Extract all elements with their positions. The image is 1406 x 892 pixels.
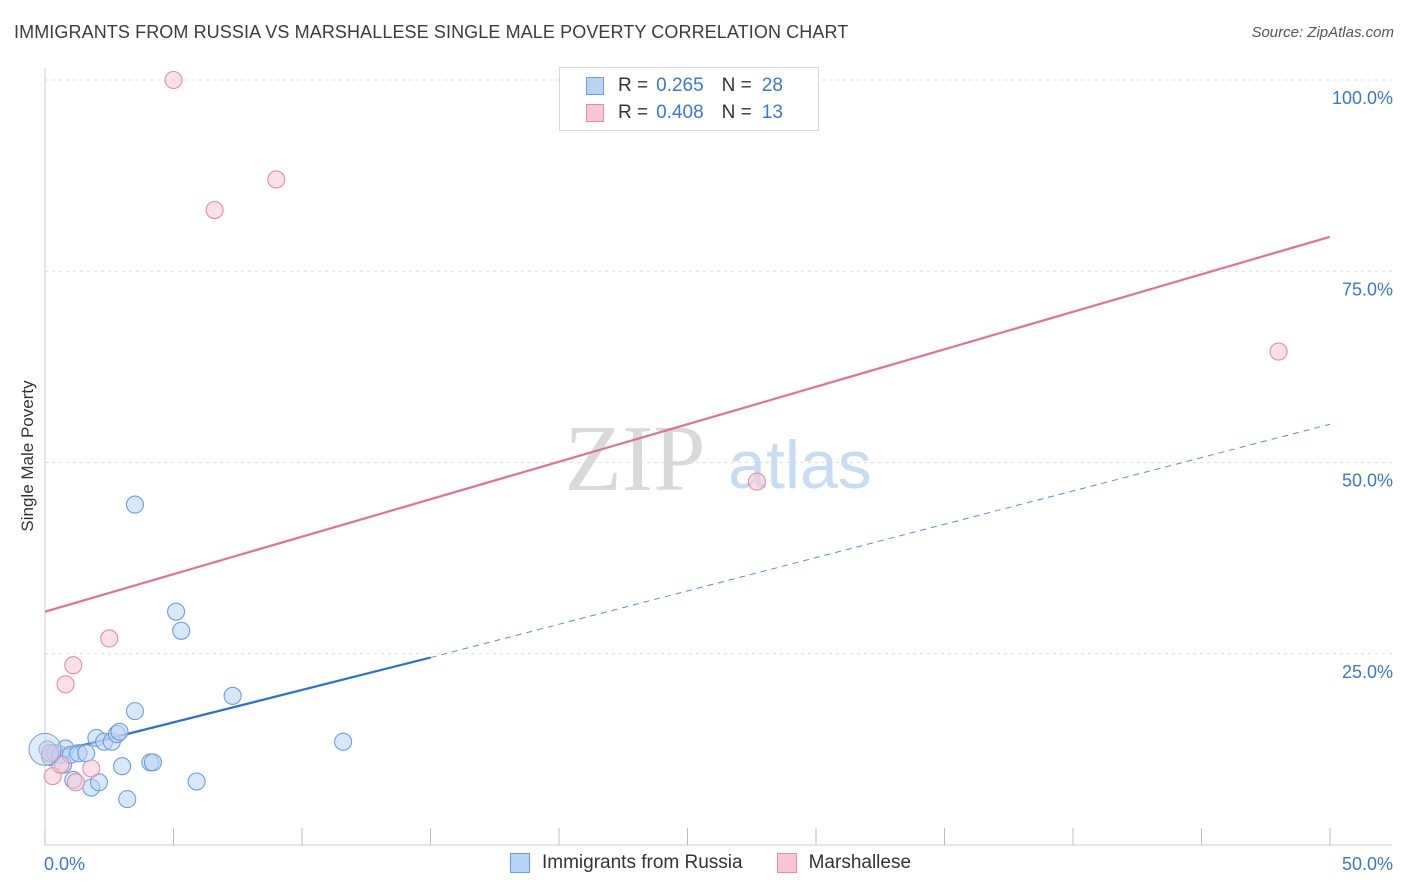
legend-row-marshallese: R = 0.408 N = 13 — [586, 101, 783, 125]
tick-labels: 100.0% 75.0% 50.0% 25.0% 0.0% 50.0% — [44, 88, 1393, 874]
legend-row-russia: R = 0.265 N = 28 — [586, 74, 783, 98]
gridlines — [45, 79, 1392, 655]
legend-n-value: 28 — [761, 75, 783, 96]
series-legend: Immigrants from Russia Marshallese — [510, 852, 945, 874]
stats-legend: R = 0.265 N = 28 R = 0.408 N = 13 — [559, 67, 819, 131]
data-point-russia — [125, 702, 144, 721]
legend-item-marshallese[interactable]: Marshallese — [776, 852, 912, 874]
data-point-marshallese — [66, 773, 85, 792]
data-point-russia — [167, 602, 186, 621]
data-point-russia — [187, 772, 206, 791]
legend-label-russia: Immigrants from Russia — [542, 852, 743, 873]
legend-swatch-marshallese — [586, 104, 604, 122]
data-point-russia — [172, 621, 191, 640]
watermark-atlas: atlas — [728, 427, 872, 503]
legend-r-label: R = — [618, 102, 649, 123]
legend-r-value: 0.408 — [656, 102, 704, 123]
legend-swatch-russia — [510, 853, 530, 873]
data-point-marshallese — [64, 656, 83, 675]
x-tick-label: 0.0% — [44, 854, 85, 874]
data-point-russia — [118, 790, 137, 809]
data-point-marshallese — [164, 70, 183, 90]
y-tick-label: 25.0% — [1342, 662, 1393, 682]
legend-label-marshallese: Marshallese — [808, 852, 912, 873]
data-point-marshallese — [1269, 342, 1288, 361]
data-point-russia — [77, 744, 96, 763]
data-point-marshallese — [100, 629, 119, 648]
legend-item-russia[interactable]: Immigrants from Russia — [510, 852, 743, 874]
legend-n-label: N = — [721, 75, 752, 96]
data-point-russia — [223, 686, 242, 705]
legend-swatch-russia — [586, 77, 604, 95]
trend-line-russia-extension — [430, 423, 1331, 659]
data-point-marshallese — [267, 170, 286, 189]
axes — [44, 68, 1392, 846]
y-tick-label: 75.0% — [1342, 279, 1393, 299]
data-point-marshallese — [56, 675, 75, 694]
data-point-marshallese — [41, 744, 60, 763]
data-points — [28, 70, 1288, 809]
data-point-russia — [125, 495, 144, 514]
data-point-russia — [89, 773, 109, 792]
legend-swatch-marshallese — [776, 853, 797, 873]
data-point-marshallese — [747, 472, 766, 491]
data-point-russia-cluster — [28, 732, 62, 766]
legend-n-value: 13 — [761, 102, 783, 123]
y-tick-label: 100.0% — [1332, 88, 1393, 108]
chart-title: IMMIGRANTS FROM RUSSIA VS MARSHALLESE SI… — [14, 22, 849, 42]
legend-n-label: N = — [721, 102, 752, 123]
data-point-marshallese — [82, 759, 101, 778]
legend-r-label: R = — [618, 75, 649, 96]
data-point-russia — [143, 753, 162, 772]
source-label[interactable]: Source: ZipAtlas.com — [1251, 24, 1394, 41]
data-point-russia — [334, 732, 353, 751]
data-point-russia — [110, 722, 129, 741]
data-point-marshallese — [205, 201, 224, 220]
legend-r-value: 0.265 — [656, 75, 704, 96]
data-point-russia — [113, 757, 132, 776]
watermark-zip: ZIP — [565, 407, 706, 511]
x-tick-label: 50.0% — [1342, 854, 1393, 874]
watermark: ZIP atlas — [565, 407, 872, 511]
trend-line-marshallese — [44, 235, 1331, 613]
y-tick-label: 50.0% — [1342, 471, 1393, 491]
